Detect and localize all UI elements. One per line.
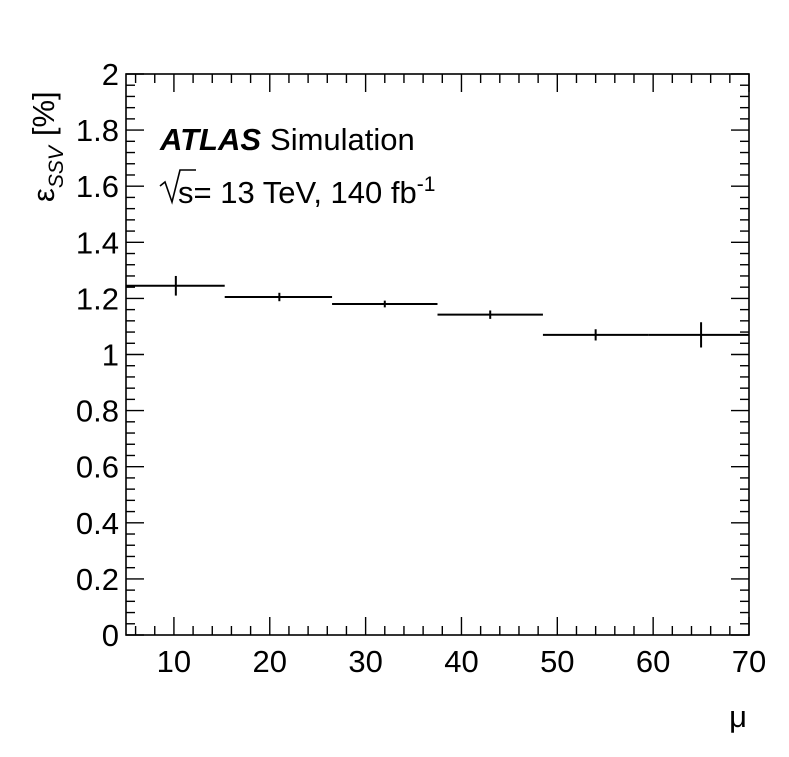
x-axis-title: μ [729,699,747,734]
energy-label: s= 13 TeV, 140 fb-1 [159,169,435,210]
y-tick-label: 0.4 [76,506,119,541]
sqrt-icon [159,169,196,205]
y-tick-label: 0.2 [76,562,119,597]
axis-ticks [126,73,750,636]
energy-text: s= 13 TeV, 140 fb [178,175,417,210]
svg-text:s= 13 TeV, 140 fb-1: s= 13 TeV, 140 fb-1 [178,173,435,210]
x-tick-label: 10 [157,644,191,679]
x-tick-label: 30 [348,644,382,679]
y-tick-label: 0.8 [76,394,119,429]
y-tick-label: 0 [102,618,119,653]
atlas-logo-text: ATLAS [159,122,261,157]
y-tick-label: 1 [102,338,119,373]
y-axis-symbol: ε [26,188,61,202]
x-tick-label: 70 [732,644,766,679]
x-tick-label: 20 [253,644,287,679]
data-points [126,275,749,348]
data-point [126,275,225,296]
y-tick-label: 0.6 [76,450,119,485]
simulation-text: Simulation [270,122,415,157]
data-point [332,300,438,308]
atlas-label: ATLAS Simulation [159,122,415,157]
x-tick-label: 60 [636,644,670,679]
y-tick-label: 1.8 [76,113,119,148]
x-tick-label: 40 [444,644,478,679]
x-tick-label: 50 [540,644,574,679]
data-point [224,292,333,302]
data-point [542,329,649,341]
lumi-exponent: -1 [417,173,436,196]
y-tick-labels: 0 0.2 0.4 0.6 0.8 1 1.2 1.4 1.6 1.8 2 [76,57,119,653]
data-point [437,310,543,319]
y-axis-unit: [%] [26,91,61,136]
y-tick-label: 1.4 [76,225,119,260]
y-tick-label: 2 [102,57,119,92]
data-point [648,322,749,348]
y-tick-label: 1.6 [76,169,119,204]
x-tick-labels: 10 20 30 40 50 60 70 [157,644,767,679]
y-axis-title: εSSV [%] [26,91,68,202]
y-axis-subscript: SSV [45,144,68,188]
y-tick-label: 1.2 [76,281,119,316]
plot-frame [125,73,750,636]
